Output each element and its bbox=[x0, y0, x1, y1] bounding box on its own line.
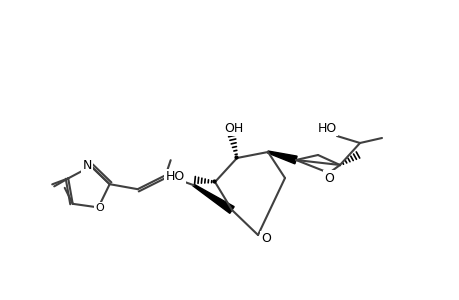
Text: N: N bbox=[82, 159, 91, 172]
Polygon shape bbox=[193, 184, 234, 213]
Text: HO: HO bbox=[165, 170, 185, 184]
Text: O: O bbox=[261, 232, 270, 245]
Polygon shape bbox=[267, 151, 297, 164]
Text: HO: HO bbox=[317, 122, 336, 134]
Text: OH: OH bbox=[224, 122, 243, 134]
Text: O: O bbox=[323, 172, 333, 184]
Text: O: O bbox=[95, 203, 103, 213]
